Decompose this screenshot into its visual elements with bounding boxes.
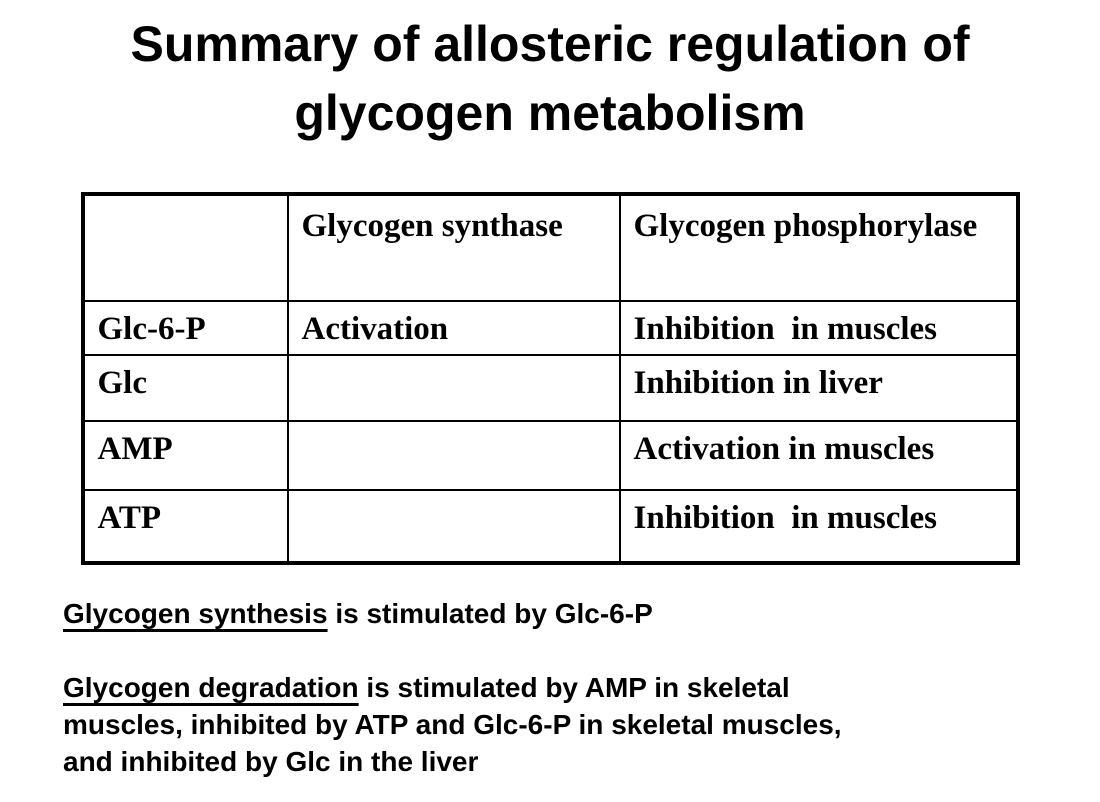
note-glycogen-degradation: Glycogen degradation is stimulated by AM… — [63, 669, 1008, 780]
notes-section: Glycogen synthesis is stimulated by Glc-… — [63, 595, 1060, 780]
table-header-row: Glycogen synthase Glycogen phosphorylase — [81, 193, 1019, 302]
table-row-glc: Glc Inhibition in liver — [81, 354, 1019, 422]
row-label-glc: Glc — [81, 354, 289, 422]
row-label-atp: ATP — [81, 489, 289, 564]
table-row-atp: ATP Inhibition in muscles — [81, 489, 1019, 564]
note-glycogen-synthesis: Glycogen synthesis is stimulated by Glc-… — [63, 595, 1008, 632]
table-header-glycogen-synthase: Glycogen synthase — [286, 193, 621, 302]
note-degradation-line1-text: is stimulated by AMP in skeletal — [358, 672, 790, 703]
note-degradation-underlined-term: Glycogen degradation — [63, 672, 359, 703]
table-row-glc-6-p: Glc-6-P Activation Inhibition in muscles — [81, 300, 1019, 356]
note-synthesis-text: is stimulated by Glc-6-P — [327, 598, 653, 629]
regulation-table: Glycogen synthase Glycogen phosphorylase… — [80, 192, 1020, 565]
cell-atp-synthase — [286, 489, 621, 564]
note-degradation-line3: and inhibited by Glc in the liver — [63, 746, 479, 777]
row-label-glc-6-p: Glc-6-P — [81, 300, 289, 356]
table-header-empty — [81, 193, 289, 302]
note-synthesis-underlined-term: Glycogen synthesis — [63, 598, 328, 629]
table-row-amp: AMP Activation in muscles — [81, 420, 1019, 491]
cell-glc-phosphorylase: Inhibition in liver — [618, 354, 1019, 422]
cell-amp-phosphorylase: Activation in muscles — [618, 420, 1019, 491]
note-degradation-line2: muscles, inhibited by ATP and Glc-6-P in… — [63, 709, 842, 740]
table-header-glycogen-phosphorylase: Glycogen phosphorylase — [618, 193, 1019, 302]
cell-glc-synthase — [286, 354, 621, 422]
cell-amp-synthase — [286, 420, 621, 491]
cell-atp-phosphorylase: Inhibition in muscles — [618, 489, 1019, 564]
row-label-amp: AMP — [81, 420, 289, 491]
cell-glc-6-p-synthase: Activation — [286, 300, 621, 356]
cell-glc-6-p-phosphorylase: Inhibition in muscles — [618, 300, 1019, 356]
note-degradation-line1: Glycogen degradation is stimulated by AM… — [63, 669, 1008, 706]
slide-title: Summary of allosteric regulation of glyc… — [130, 16, 970, 141]
